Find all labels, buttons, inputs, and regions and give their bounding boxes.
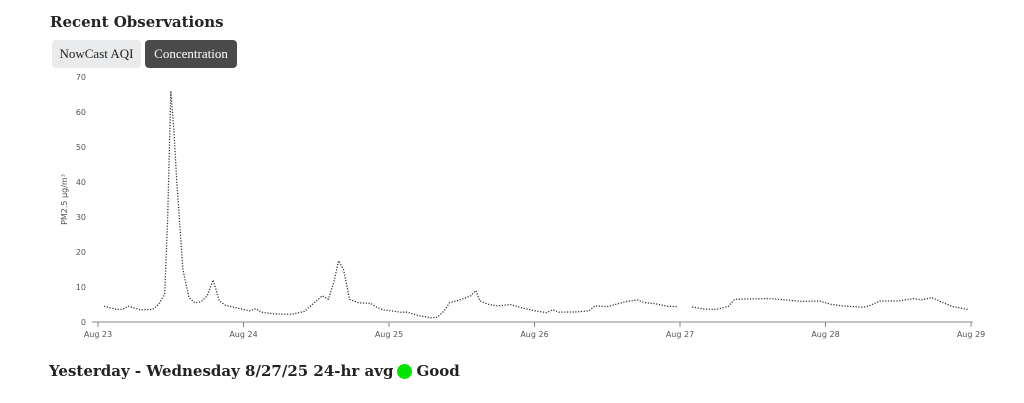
aqi-category-dot-icon [397, 363, 413, 379]
y-tick-label: 50 [76, 143, 86, 152]
summary-text: Yesterday - Wednesday 8/27/25 24-hr avg [49, 362, 394, 380]
x-tick-label: Aug 27 [666, 330, 694, 339]
tab-nowcast-aqi[interactable]: NowCast AQI [52, 40, 141, 68]
x-tick-label: Aug 29 [957, 330, 985, 339]
y-tick-label: 60 [76, 108, 86, 117]
y-tick-label: 70 [76, 73, 86, 82]
y-tick-label: 20 [76, 248, 86, 257]
x-tick-label: Aug 23 [84, 330, 112, 339]
y-tick-label: 40 [76, 178, 86, 187]
x-tick-label: Aug 25 [375, 330, 403, 339]
y-tick-label: 0 [81, 318, 86, 327]
y-tick-label: 30 [76, 213, 86, 222]
tab-concentration[interactable]: Concentration [145, 40, 237, 68]
x-tick-label: Aug 24 [229, 330, 257, 339]
data-line-segment [103, 90, 678, 319]
aqi-category: Good [416, 362, 460, 380]
data-line-segment [691, 296, 969, 311]
x-tick-label: Aug 26 [520, 330, 548, 339]
x-tick-label: Aug 28 [811, 330, 839, 339]
y-axis-label: PM2.5 µg/m³ [60, 174, 69, 225]
daily-summary: Yesterday - Wednesday 8/27/25 24-hr avg … [49, 362, 460, 380]
y-tick-label: 10 [76, 283, 86, 292]
section-title: Recent Observations [50, 13, 224, 31]
